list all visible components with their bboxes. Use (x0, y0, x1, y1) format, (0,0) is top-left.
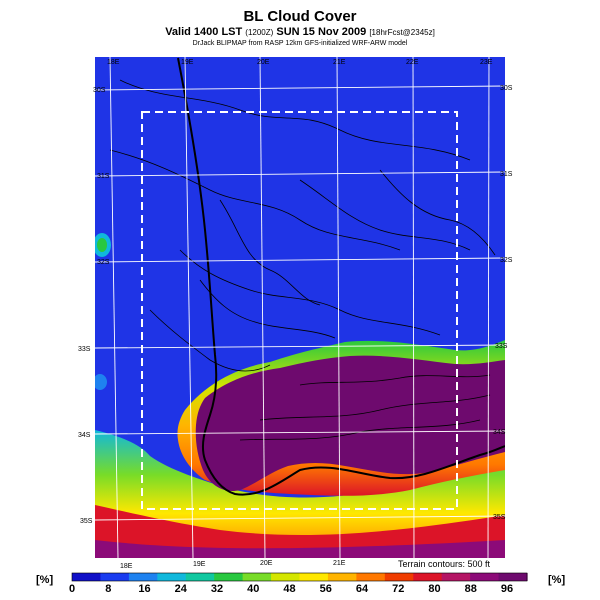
colorbar-swatch (242, 573, 272, 581)
colorbar-tick-label: 56 (320, 583, 332, 595)
colorbar-tick-label: 8 (105, 583, 111, 595)
southern-sea-overcast (95, 505, 505, 558)
southern-sea-deep (95, 540, 505, 558)
colorbar-tick-label: 40 (247, 583, 259, 595)
colorbar-swatch (185, 573, 215, 581)
lat-left-5: 34S (78, 432, 91, 439)
terrain-contour-note: Terrain contours: 500 ft (398, 559, 491, 569)
lon-top-1: 18E (107, 59, 120, 66)
valid-time-line: Valid 1400 LST (1200Z) SUN 15 Nov 2009 [… (0, 26, 600, 38)
lat-left-3: 32S (97, 259, 110, 266)
lon-top-4: 21E (333, 59, 346, 66)
colorbar-frame (71, 572, 528, 582)
lat-right-2: 31S (500, 171, 513, 178)
colorbar-tick-label: 64 (356, 583, 369, 595)
lat-right-5: 34S (493, 429, 506, 436)
colorbar-tick-label: 0 (69, 583, 75, 595)
colorbar-tick-label: 88 (465, 583, 477, 595)
valid-date: SUN 15 Nov 2009 (276, 26, 367, 38)
lon-bottom-3: 20E (260, 560, 273, 567)
colorbar-tick-label: 72 (392, 583, 404, 595)
inner-domain-box (141, 111, 458, 510)
lon-top-6: 23E (480, 59, 493, 66)
colorbar-tick-label: 24 (175, 583, 188, 595)
valid-utc: (1200Z) (245, 28, 274, 37)
terrain-contours (109, 79, 496, 441)
chart-title: BL Cloud Cover (243, 8, 357, 25)
lat-right-3: 32S (500, 257, 513, 264)
colorbar-swatch (441, 573, 471, 581)
colorbar-swatch (327, 573, 357, 581)
colorbar: 0 8 16 24 32 40 48 56 64 72 80 88 96 (69, 572, 528, 595)
lat-right-6: 35S (493, 514, 506, 521)
model-subtitle: DrJack BLIPMAP from RASP 12km GFS-initia… (192, 40, 408, 47)
colorbar-tick-label: 48 (283, 583, 295, 595)
map-field (95, 57, 505, 558)
colorbar-swatch (356, 573, 386, 581)
colorbar-tick-label: 32 (211, 583, 223, 595)
colorbar-swatch (100, 573, 130, 581)
colorbar-tick-label: 96 (501, 583, 513, 595)
colorbar-swatch (384, 573, 414, 581)
lat-left-6: 35S (80, 518, 93, 525)
west-cloud-core (97, 238, 107, 252)
forecast-info: [18hrFcst@2345z] (369, 28, 435, 37)
colorbar-swatch (299, 573, 329, 581)
colorbar-swatch (214, 573, 244, 581)
southern-sea-cloud (95, 430, 505, 558)
lat-right-1: 30S (500, 85, 513, 92)
colorbar-swatch (498, 573, 528, 581)
colorbar-unit-left: [%] (36, 574, 54, 586)
lat-left-2: 31S (97, 173, 110, 180)
lat-lon-grid (95, 57, 505, 558)
lon-top-5: 22E (406, 59, 419, 66)
colorbar-swatch (157, 573, 187, 581)
coastline (177, 57, 505, 496)
lat-left-4: 33S (78, 346, 91, 353)
lon-top-2: 19E (181, 59, 194, 66)
valid-main: Valid 1400 LST (165, 26, 243, 38)
colorbar-swatch (470, 573, 500, 581)
colorbar-swatch (271, 573, 301, 581)
colorbar-swatch (128, 573, 158, 581)
map-labels: 18E 19E 20E 21E 22E 23E 18E 19E 20E 21E … (78, 59, 513, 570)
sw-cloud-patch (95, 374, 107, 390)
colorbar-tick-label: 80 (428, 583, 440, 595)
colorbar-swatch (72, 573, 102, 581)
lat-right-4: 33S (495, 343, 508, 350)
colorbar-tick-label: 16 (138, 583, 150, 595)
lon-bottom-2: 19E (193, 561, 206, 568)
colorbar-unit-right: [%] (548, 574, 566, 586)
lon-bottom-1: 18E (120, 563, 133, 570)
lat-left-1: 30S (93, 87, 106, 94)
lon-bottom-4: 21E (333, 560, 346, 567)
colorbar-swatch (413, 573, 443, 581)
lon-top-3: 20E (257, 59, 270, 66)
overcast-region (195, 355, 505, 492)
